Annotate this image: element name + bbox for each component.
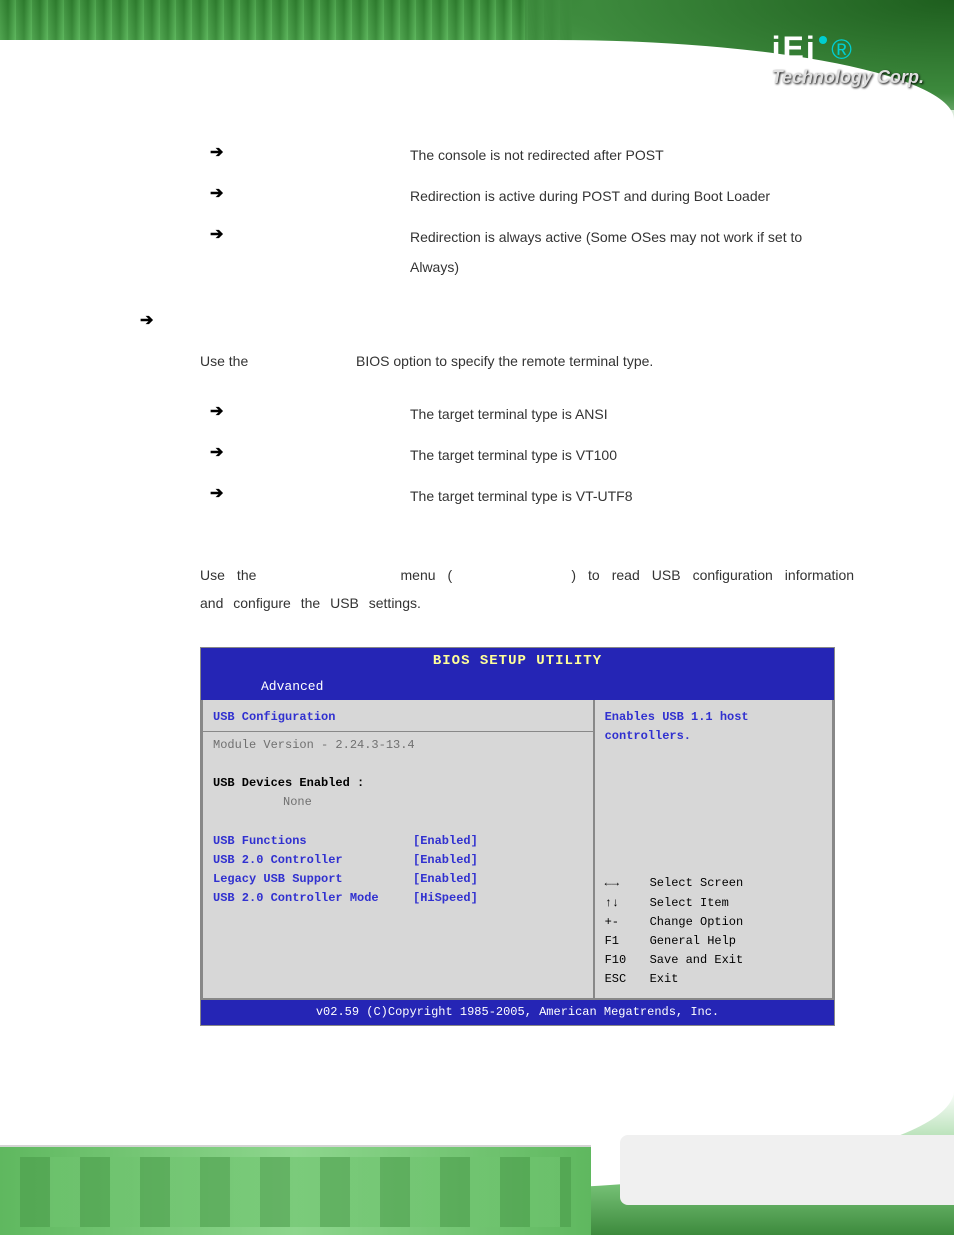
bullet-item: ➔ The target terminal type is VT100 bbox=[130, 440, 854, 471]
arrow-icon: ➔ bbox=[140, 312, 153, 329]
bios-body: USB Configuration Module Version - 2.24.… bbox=[201, 700, 834, 1000]
nav-action: Change Option bbox=[650, 913, 744, 932]
bios-nav-row: ←→Select Screen bbox=[605, 874, 822, 893]
bullet-text: Redirection is always active (Some OSes … bbox=[210, 222, 854, 284]
bios-screenshot: BIOS SETUP UTILITY Advanced USB Configur… bbox=[200, 647, 835, 1025]
bios-tab: Advanced bbox=[201, 675, 834, 700]
nav-key: F1 bbox=[605, 932, 650, 951]
bullet-text: The target terminal type is VT100 bbox=[210, 440, 854, 471]
bullet-text: The target terminal type is VT-UTF8 bbox=[210, 481, 854, 512]
bios-setting-row: USB 2.0 Controller Mode [HiSpeed] bbox=[213, 889, 583, 908]
bios-right-panel: Enables USB 1.1 host controllers. ←→Sele… bbox=[595, 700, 834, 1000]
nav-action: General Help bbox=[650, 932, 736, 951]
bios-setting-value: [Enabled] bbox=[413, 851, 478, 870]
bios-module-version: Module Version - 2.24.3-13.4 bbox=[213, 736, 583, 755]
bios-help-text: Enables USB 1.1 host controllers. bbox=[605, 708, 822, 746]
nav-key: +- bbox=[605, 913, 650, 932]
logo-dot-icon bbox=[819, 36, 827, 44]
footer-board-pattern bbox=[0, 1145, 591, 1235]
intro-prefix: Use the bbox=[200, 353, 248, 369]
bios-setting-label: USB 2.0 Controller Mode bbox=[213, 889, 413, 908]
usb-intro-p2: menu ( bbox=[401, 567, 453, 583]
nav-key: ↑↓ bbox=[605, 894, 650, 913]
footer-accent bbox=[620, 1135, 954, 1205]
bios-title: BIOS SETUP UTILITY bbox=[201, 648, 834, 674]
bullet-item: ➔ The console is not redirected after PO… bbox=[130, 140, 854, 171]
bios-setting-value: [Enabled] bbox=[413, 870, 478, 889]
terminal-intro: Use the BIOS option to specify the remot… bbox=[130, 349, 854, 374]
bios-left-panel: USB Configuration Module Version - 2.24.… bbox=[201, 700, 595, 1000]
logo-area: iEi ® Technology Corp. bbox=[772, 30, 924, 88]
bios-nav-row: ESCExit bbox=[605, 970, 822, 989]
bios-nav-row: F10Save and Exit bbox=[605, 951, 822, 970]
bios-setting-row: Legacy USB Support [Enabled] bbox=[213, 870, 583, 889]
bios-setting-label: Legacy USB Support bbox=[213, 870, 413, 889]
bios-nav-row: ↑↓Select Item bbox=[605, 894, 822, 913]
usb-intro-text: Use the menu ( ) to read USB configurati… bbox=[130, 561, 854, 617]
section-marker: ➔ bbox=[130, 308, 854, 334]
bios-setting-label: USB Functions bbox=[213, 832, 413, 851]
bullet-item: ➔ Redirection is always active (Some OSe… bbox=[130, 222, 854, 284]
nav-action: Exit bbox=[650, 970, 679, 989]
intro-suffix: BIOS option to specify the remote termin… bbox=[356, 353, 653, 369]
bios-setting-row: USB 2.0 Controller [Enabled] bbox=[213, 851, 583, 870]
nav-action: Select Screen bbox=[650, 874, 744, 893]
bullet-item: ➔ The target terminal type is VT-UTF8 bbox=[130, 481, 854, 512]
nav-action: Select Item bbox=[650, 894, 729, 913]
nav-key: ESC bbox=[605, 970, 650, 989]
nav-key: F10 bbox=[605, 951, 650, 970]
logo-subtitle: Technology Corp. bbox=[772, 67, 924, 88]
usb-intro-p1: Use the bbox=[200, 567, 256, 583]
logo-brand: iEi bbox=[772, 30, 817, 67]
bios-devices-value: None bbox=[213, 793, 583, 812]
main-content: ➔ The console is not redirected after PO… bbox=[0, 130, 954, 1026]
bios-devices-label: USB Devices Enabled : bbox=[213, 774, 583, 793]
bios-nav-row: F1General Help bbox=[605, 932, 822, 951]
usb-intro-p3: ) to read USB configuration information … bbox=[200, 567, 854, 611]
bios-footer: v02.59 (C)Copyright 1985-2005, American … bbox=[201, 1000, 834, 1025]
bios-setting-value: [Enabled] bbox=[413, 832, 478, 851]
bios-setting-value: [HiSpeed] bbox=[413, 889, 478, 908]
bullet-text: The target terminal type is ANSI bbox=[210, 399, 854, 430]
nav-key: ←→ bbox=[605, 874, 650, 893]
footer-banner bbox=[0, 1090, 954, 1235]
bios-setting-label: USB 2.0 Controller bbox=[213, 851, 413, 870]
bullet-text: Redirection is active during POST and du… bbox=[210, 181, 854, 212]
bios-nav-help: ←→Select Screen ↑↓Select Item +-Change O… bbox=[605, 874, 822, 989]
bullet-text: The console is not redirected after POST bbox=[210, 140, 854, 171]
header-banner: iEi ® Technology Corp. bbox=[0, 0, 954, 130]
bios-setting-row: USB Functions [Enabled] bbox=[213, 832, 583, 851]
bios-section-heading: USB Configuration bbox=[213, 708, 583, 727]
nav-action: Save and Exit bbox=[650, 951, 744, 970]
bios-nav-row: +-Change Option bbox=[605, 913, 822, 932]
bullet-item: ➔ The target terminal type is ANSI bbox=[130, 399, 854, 430]
bullet-item: ➔ Redirection is active during POST and … bbox=[130, 181, 854, 212]
